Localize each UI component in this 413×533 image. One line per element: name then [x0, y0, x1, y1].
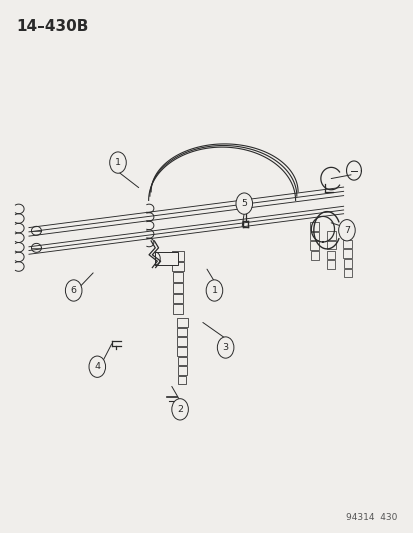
Text: 1: 1	[211, 286, 217, 295]
Bar	[342, 240, 351, 248]
Bar	[343, 269, 351, 277]
Text: 3: 3	[222, 343, 228, 352]
Bar	[155, 252, 178, 265]
Bar	[172, 262, 183, 271]
Bar	[343, 249, 351, 258]
Bar	[326, 251, 335, 259]
Bar	[176, 318, 187, 327]
Circle shape	[89, 356, 105, 377]
Bar	[326, 231, 335, 240]
Text: 5: 5	[241, 199, 247, 208]
Text: 7: 7	[343, 226, 349, 235]
Bar	[177, 328, 187, 336]
Bar	[177, 357, 186, 365]
Bar	[172, 251, 183, 261]
Bar	[173, 283, 183, 293]
Text: 6: 6	[71, 286, 76, 295]
Text: 1: 1	[115, 158, 121, 167]
Bar	[310, 241, 318, 250]
Circle shape	[338, 220, 354, 241]
Bar	[177, 366, 186, 375]
Circle shape	[109, 152, 126, 173]
Bar	[343, 259, 351, 268]
Bar	[326, 241, 335, 249]
Text: 4: 4	[94, 362, 100, 371]
Text: 2: 2	[177, 405, 183, 414]
Bar	[172, 272, 183, 282]
Bar	[173, 304, 183, 314]
Bar	[177, 337, 187, 346]
Bar	[178, 376, 186, 384]
Circle shape	[217, 337, 233, 358]
Bar	[177, 347, 187, 356]
Bar	[327, 260, 335, 269]
Text: 94314  430: 94314 430	[345, 513, 396, 522]
Bar	[310, 251, 318, 260]
Text: 14–430B: 14–430B	[17, 19, 89, 34]
Bar	[173, 294, 183, 303]
Circle shape	[65, 280, 82, 301]
Circle shape	[206, 280, 222, 301]
Circle shape	[171, 399, 188, 420]
Bar	[310, 232, 318, 240]
Bar	[309, 222, 318, 231]
Circle shape	[235, 193, 252, 214]
